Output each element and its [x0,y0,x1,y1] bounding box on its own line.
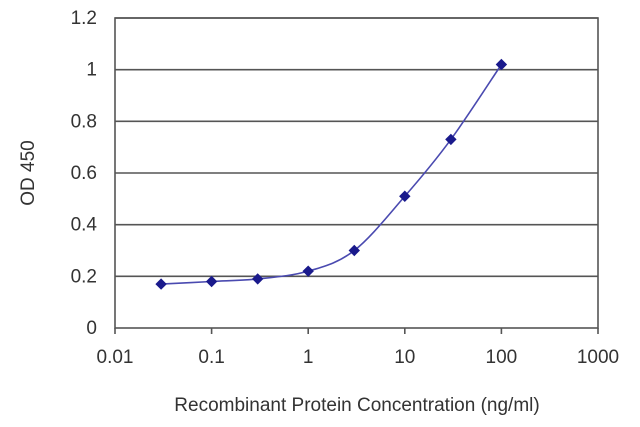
y-tick-label: 0 [86,318,97,339]
data-point [155,278,167,290]
x-tick-label: 0.1 [198,347,224,368]
plot-border [114,17,599,329]
x-tick-label: 1 [303,347,314,368]
grid-lines [115,17,598,278]
series [155,58,508,290]
x-tick-label: 0.01 [97,347,134,368]
y-tick-labels: 0 0.2 0.4 0.6 0.8 1 1.2 [71,8,98,339]
data-point [495,58,508,71]
data-point [445,133,457,146]
y-tick-label: 0.2 [71,266,97,287]
data-point [348,244,360,257]
x-axis-title: Recombinant Protein Concentration (ng/ml… [174,395,539,416]
x-tick-label: 1000 [577,347,619,368]
y-tick-label: 0.4 [71,215,98,236]
x-tick-label: 100 [486,347,518,368]
y-tick-label: 0.8 [71,111,97,132]
y-tick-label: 0.6 [71,163,97,184]
data-point [399,190,411,202]
x-tick-labels: 0.01 0.1 1 10 100 1000 [97,328,619,368]
series-line [161,64,503,285]
data-point [302,265,314,277]
x-tick-label: 10 [394,347,415,368]
y-tick-label: 1 [86,60,97,81]
plot-frame [114,17,599,329]
data-point [251,273,264,285]
y-axis-title: OD 450 [18,140,39,205]
data-point [205,275,218,288]
y-tick-label: 1.2 [71,8,97,29]
